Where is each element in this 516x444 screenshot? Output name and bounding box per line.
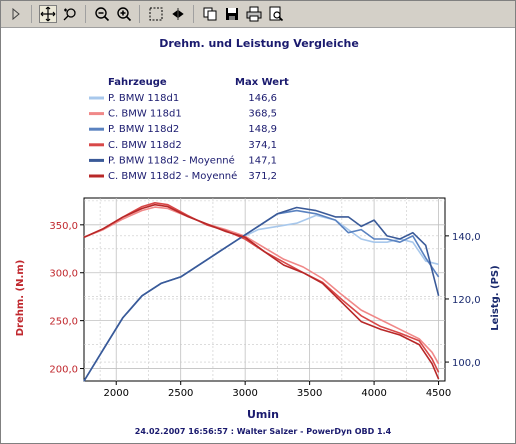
plot-frame xyxy=(83,197,446,382)
legend-series-max-3: 374,1 xyxy=(248,140,277,151)
toolbar-separator xyxy=(139,5,140,23)
axes: 2000 2500 3000 3500 4000 4500 350,0 300,0 250,0 2… xyxy=(49,221,480,399)
legend-series-name-1: C. BMW 118d1 xyxy=(108,109,182,120)
legend-series-name-5: C. BMW 118d2 - Moyenné xyxy=(108,170,237,182)
select-rect-icon[interactable] xyxy=(147,5,165,23)
y-right-tick-label: 140,0 xyxy=(452,232,481,243)
toolbar xyxy=(1,1,515,28)
legend-series-max-2: 148,9 xyxy=(248,124,277,135)
x-tick-label: 4000 xyxy=(361,388,386,399)
x-tick-label: 4500 xyxy=(426,388,451,399)
legend-header-name: Fahrzeuge xyxy=(108,77,167,88)
legend-header-value: Max Wert xyxy=(235,77,289,88)
series-lines xyxy=(83,202,440,382)
pan-icon[interactable] xyxy=(39,5,57,23)
grid xyxy=(84,198,445,381)
y-axis-right-label: Leistg. (PS) xyxy=(490,265,501,330)
save-icon[interactable] xyxy=(223,5,241,23)
y-left-tick-label: 250,0 xyxy=(49,317,78,328)
legend-series-name-0: P. BMW 118d1 xyxy=(108,93,179,104)
chart-footer: 24.02.2007 16:56:57 : Walter Salzer - Po… xyxy=(135,427,392,436)
series-line-1 xyxy=(83,206,440,365)
legend-series-name-2: P. BMW 118d2 xyxy=(108,124,179,135)
legend-series-max-4: 147,1 xyxy=(248,155,277,166)
toolbar-separator xyxy=(31,5,32,23)
x-axis-label: Umin xyxy=(247,408,279,421)
toolbar-separator xyxy=(193,5,194,23)
chart-title: Drehm. und Leistung Vergleiche xyxy=(159,37,359,50)
series-line-5 xyxy=(83,203,440,380)
plot-area xyxy=(83,197,446,382)
legend-series-name-4: P. BMW 118d2 - Moyenné xyxy=(108,154,235,166)
x-tick-label: 3500 xyxy=(297,388,322,399)
toolbar-separator xyxy=(85,5,86,23)
series-line-4 xyxy=(83,206,440,382)
x-tick-label: 3000 xyxy=(232,388,257,399)
legend-series-max-1: 368,5 xyxy=(248,109,277,120)
x-tick-label: 2000 xyxy=(104,388,129,399)
legend-series-max-5: 371,2 xyxy=(248,171,277,182)
zoom-out-icon[interactable] xyxy=(93,5,111,23)
zoom-in-icon[interactable] xyxy=(115,5,133,23)
x-tick-label: 2500 xyxy=(168,388,193,399)
print-preview-icon[interactable] xyxy=(267,5,285,23)
y-right-tick-label: 100,0 xyxy=(452,358,481,369)
copy-icon[interactable] xyxy=(201,5,219,23)
y-left-tick-label: 300,0 xyxy=(49,269,78,280)
chart: Drehm. und Leistung Vergleiche Fahrzeuge… xyxy=(15,37,501,436)
legend-series-max-0: 146,6 xyxy=(248,93,277,104)
y-axis-left-label: Drehm. (N.m) xyxy=(15,260,26,337)
legend: Fahrzeuge Max Wert P. BMW 118d1 146,6 C. B… xyxy=(89,77,289,182)
print-icon[interactable] xyxy=(245,5,263,23)
zoom-tool-icon[interactable] xyxy=(61,5,79,23)
cursor-icon[interactable] xyxy=(169,5,187,23)
y-left-tick-label: 200,0 xyxy=(49,365,78,376)
y-left-tick-label: 350,0 xyxy=(49,221,78,232)
y-right-tick-label: 120,0 xyxy=(452,295,481,306)
legend-series-name-3: C. BMW 118d2 xyxy=(108,140,182,151)
expand-arrow-icon[interactable] xyxy=(7,5,25,23)
